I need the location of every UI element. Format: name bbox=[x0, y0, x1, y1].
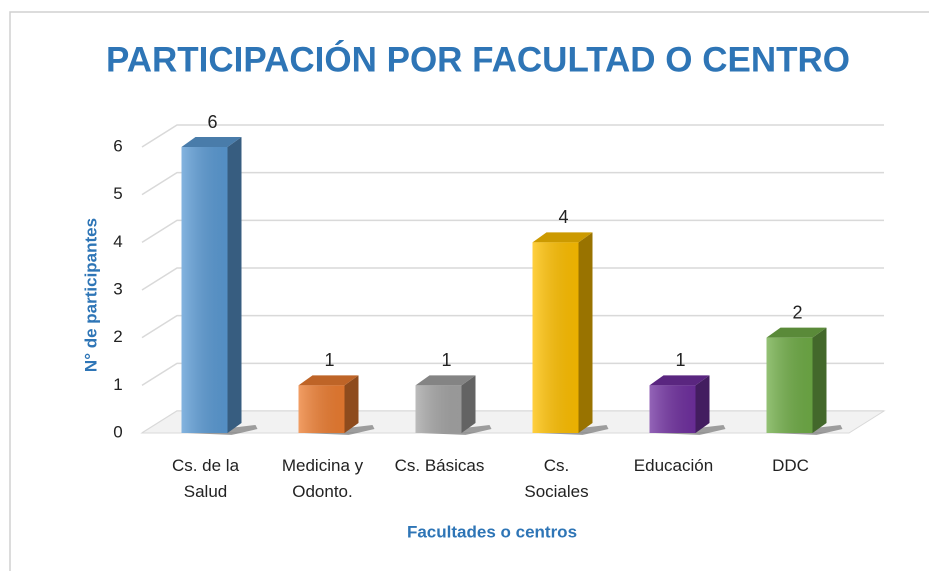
bar-top bbox=[532, 232, 593, 243]
grid-line bbox=[141, 171, 884, 196]
y-tick-label: 3 bbox=[113, 279, 122, 298]
bar-top bbox=[181, 137, 242, 147]
bar-side bbox=[461, 375, 476, 433]
grid-line bbox=[141, 124, 884, 148]
value-label: 6 bbox=[207, 112, 217, 132]
y-tick-label: 2 bbox=[113, 327, 122, 346]
bar-side bbox=[578, 232, 593, 433]
bar-side bbox=[227, 137, 242, 433]
bar-top bbox=[415, 375, 476, 386]
bar-shine bbox=[298, 385, 345, 433]
bar-shine bbox=[649, 385, 696, 433]
bar-top bbox=[649, 375, 710, 386]
x-tick-label: Cs. de la Salud bbox=[171, 456, 240, 501]
x-axis-title: Facultades o centros bbox=[407, 522, 577, 541]
bar-top bbox=[298, 375, 359, 386]
x-tick-label: Medicina y Odonto. bbox=[281, 456, 364, 501]
value-label: 1 bbox=[441, 350, 451, 370]
bar-shine bbox=[532, 242, 579, 433]
y-tick-label: 4 bbox=[113, 232, 122, 251]
grid-line bbox=[141, 267, 884, 291]
x-tick-label: DDC bbox=[772, 456, 809, 475]
x-tick-label: Educación bbox=[633, 456, 714, 475]
bar-side bbox=[344, 375, 359, 433]
y-tick-label: 5 bbox=[113, 184, 122, 203]
value-label: 2 bbox=[792, 302, 802, 322]
grid-line bbox=[141, 314, 884, 339]
bar-top bbox=[766, 327, 827, 338]
y-tick-label: 0 bbox=[113, 422, 122, 441]
bar-side bbox=[812, 327, 827, 433]
x-tick-label: Cs. Básicas bbox=[394, 456, 485, 475]
y-tick-label: 1 bbox=[113, 375, 122, 394]
bar-shine bbox=[766, 337, 813, 433]
frame bbox=[9, 11, 929, 571]
value-label: 1 bbox=[324, 350, 334, 370]
value-label: 1 bbox=[675, 350, 685, 370]
bar-shine bbox=[181, 147, 228, 433]
grid-line bbox=[141, 219, 884, 243]
value-label: 4 bbox=[558, 207, 568, 227]
y-tick-label: 6 bbox=[113, 136, 122, 155]
bar-shine bbox=[415, 385, 462, 433]
y-axis-title: N° de participantes bbox=[81, 218, 100, 372]
chart-title: PARTICIPACIÓN POR FACULTAD O CENTRO bbox=[106, 39, 850, 79]
bar-side bbox=[695, 375, 710, 433]
x-tick-label: Cs. Sociales bbox=[524, 456, 589, 501]
grid-line bbox=[141, 362, 884, 386]
